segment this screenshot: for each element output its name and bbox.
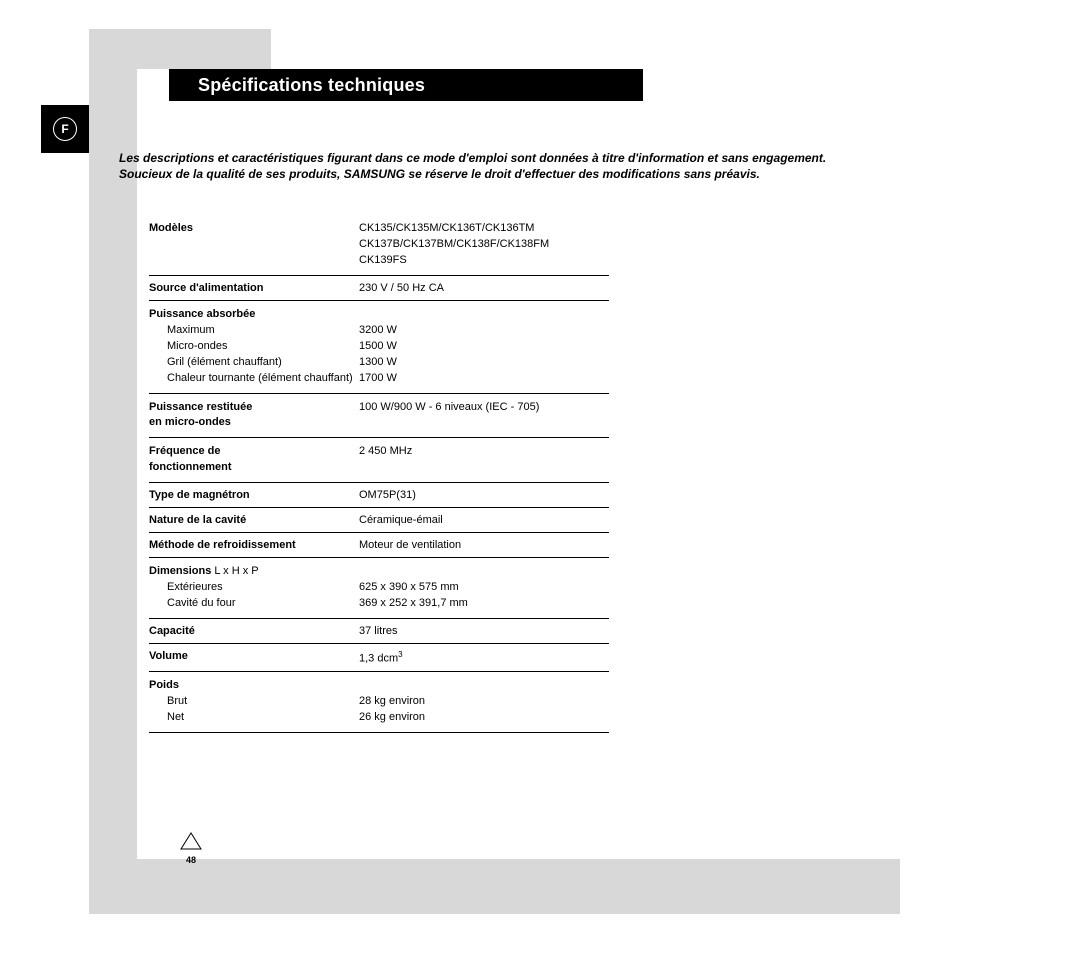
models-line-2: CK137B/CK137BM/CK138F/CK138FM — [359, 237, 609, 253]
weight-net-label: Net — [149, 710, 359, 726]
power-source-value: 230 V / 50 Hz CA — [359, 282, 609, 294]
weight-net-value: 26 kg environ — [359, 710, 609, 726]
power-absorbed-label: Puissance absorbée — [149, 307, 359, 323]
section-title-box: Spécifications techniques — [169, 69, 643, 101]
frequency-label-2: fonctionnement — [149, 460, 359, 476]
pa-microwave-label: Micro-ondes — [149, 339, 359, 355]
capacity-label: Capacité — [149, 625, 359, 637]
weight-label: Poids — [149, 678, 359, 694]
dim-cavity-value: 369 x 252 x 391,7 mm — [359, 596, 609, 612]
weight-gross-label: Brut — [149, 694, 359, 710]
pa-convection-label: Chaleur tournante (élément chauffant) — [149, 371, 359, 387]
magnetron-label: Type de magnétron — [149, 489, 359, 501]
power-output-value: 100 W/900 W - 6 niveaux (IEC - 705) — [359, 400, 609, 432]
page-number-block: 48 — [171, 831, 211, 865]
section-title: Spécifications techniques — [170, 75, 425, 95]
cooling-value: Moteur de ventilation — [359, 539, 609, 551]
dim-cavity-label: Cavité du four — [149, 596, 359, 612]
weight-gross-value: 28 kg environ — [359, 694, 609, 710]
frequency-value: 2 450 MHz — [359, 444, 609, 476]
pa-convection-value: 1700 W — [359, 371, 609, 387]
dim-exterior-value: 625 x 390 x 575 mm — [359, 580, 609, 596]
cavity-value: Céramique-émail — [359, 514, 609, 526]
dimensions-label-bold: Dimensions — [149, 565, 211, 577]
pa-max-value: 3200 W — [359, 323, 609, 339]
language-letter: F — [61, 123, 68, 135]
cavity-label: Nature de la cavité — [149, 514, 359, 526]
power-source-label: Source d'alimentation — [149, 282, 359, 294]
power-output-label-1: Puissance restituée — [149, 400, 359, 416]
capacity-value: 37 litres — [359, 625, 609, 637]
power-output-label-2: en micro-ondes — [149, 415, 359, 431]
volume-value: 1,3 dcm3 — [359, 650, 609, 665]
magnetron-value: OM75P(31) — [359, 489, 609, 501]
dim-exterior-label: Extérieures — [149, 580, 359, 596]
models-line-1: CK135/CK135M/CK136T/CK136TM — [359, 221, 609, 237]
page-number: 48 — [171, 855, 211, 865]
language-circle-icon: F — [53, 117, 77, 141]
specs-table: Modèles CK135/CK135M/CK136T/CK136TM CK13… — [149, 215, 609, 733]
intro-paragraph: Les descriptions et caractéristiques fig… — [119, 150, 839, 182]
cooling-label: Méthode de refroidissement — [149, 539, 359, 551]
language-tab: F — [41, 105, 89, 153]
models-label: Modèles — [149, 221, 359, 269]
frequency-label-1: Fréquence de — [149, 444, 359, 460]
dimensions-label-rest: L x H x P — [211, 565, 258, 577]
pa-max-label: Maximum — [149, 323, 359, 339]
models-line-3: CK139FS — [359, 253, 609, 269]
page-triangle-icon — [179, 831, 203, 851]
pa-grill-label: Gril (élément chauffant) — [149, 355, 359, 371]
grey-footer-bar — [89, 859, 900, 914]
pa-grill-value: 1300 W — [359, 355, 609, 371]
pa-microwave-value: 1500 W — [359, 339, 609, 355]
volume-label: Volume — [149, 650, 359, 665]
